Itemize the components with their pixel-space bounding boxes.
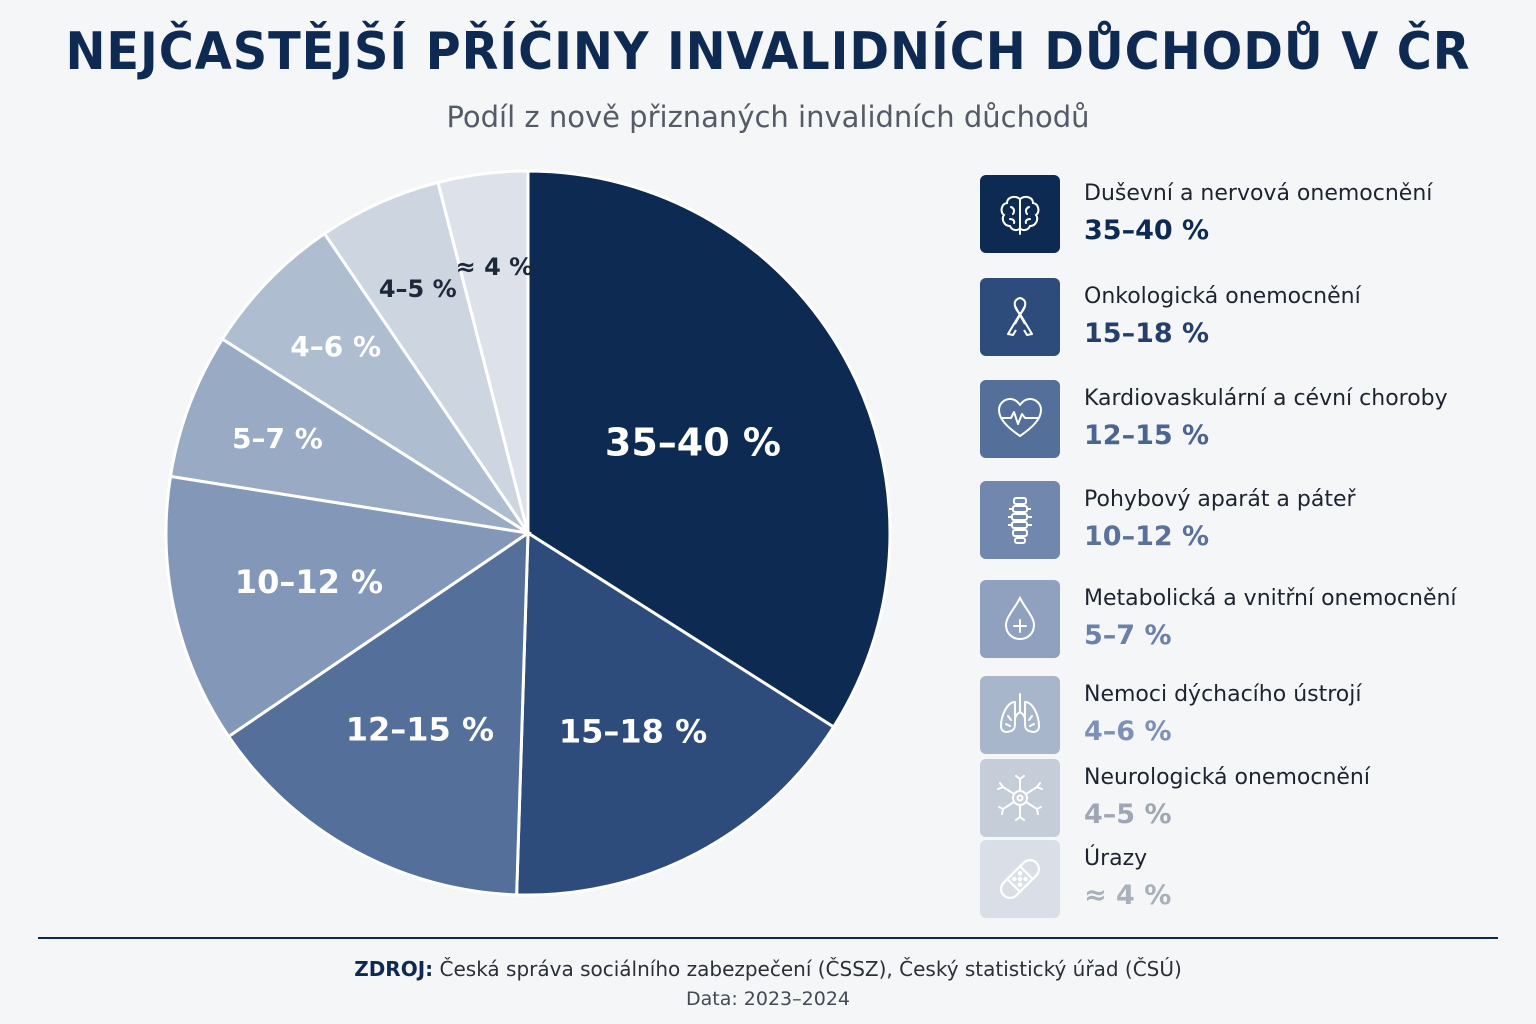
pie-slice-label: 4–5 % bbox=[379, 275, 457, 303]
pie-chart: 35–40 % 15–18 % 12–15 % 10–12 % 5–7 % 4–6 % 4–… bbox=[164, 169, 892, 897]
legend-item-urazy: Úrazy ≈ 4 % bbox=[980, 840, 1520, 920]
neuron-icon bbox=[980, 759, 1060, 837]
heart-pulse-icon bbox=[980, 380, 1060, 458]
legend-value: 35–40 % bbox=[1084, 215, 1210, 246]
data-period: Data: 2023–2024 bbox=[685, 988, 850, 1010]
legend-label: Nemoci dýchacího ústrojí bbox=[1084, 682, 1362, 707]
legend-label: Metabolická a vnitřní onemocnění bbox=[1084, 586, 1457, 611]
legend-item-pohybovy: Pohybový aparát a páteř 10–12 % bbox=[980, 481, 1520, 561]
ribbon-icon bbox=[980, 278, 1060, 356]
legend-item-kardiovaskularni: Kardiovaskulární a cévní choroby 12–15 % bbox=[980, 380, 1520, 460]
brain-icon bbox=[980, 175, 1060, 253]
pie-slice-label: ≈ 4 % bbox=[456, 253, 534, 281]
pie-slice-label: 35–40 % bbox=[605, 420, 781, 464]
legend-label: Onkologická onemocnění bbox=[1084, 284, 1361, 309]
pie-slice-label: 12–15 % bbox=[346, 711, 494, 749]
chart-title: NEJČASTĚJŠÍ PŘÍČINY INVALIDNÍCH DŮCHODŮ … bbox=[65, 22, 1471, 82]
legend-label: Duševní a nervová onemocnění bbox=[1084, 181, 1433, 206]
source-label: ZDROJ: bbox=[354, 957, 434, 981]
pie-slice-2 bbox=[515, 530, 836, 897]
source-text: Česká správa sociálního zabezpečení (ČSS… bbox=[433, 957, 1182, 981]
pie-slice-label: 5–7 % bbox=[232, 422, 323, 455]
drop-icon bbox=[980, 580, 1060, 658]
legend-item-neurologicka: Neurologická onemocnění 4–5 % bbox=[980, 759, 1520, 839]
pie-slice-8 bbox=[436, 169, 530, 534]
chart-subtitle: Podíl z nově přiznaných invalidních důch… bbox=[446, 100, 1090, 134]
pie-slice-5 bbox=[168, 336, 529, 535]
source-note: ZDROJ: Česká správa sociálního zabezpeče… bbox=[0, 957, 1536, 981]
legend-value: ≈ 4 % bbox=[1084, 880, 1172, 911]
legend-value: 5–7 % bbox=[1084, 620, 1172, 651]
lungs-icon bbox=[980, 676, 1060, 754]
pie-slice-label: 4–6 % bbox=[290, 330, 381, 363]
pie-slice-label: 10–12 % bbox=[235, 563, 383, 601]
legend-value: 4–6 % bbox=[1084, 716, 1172, 747]
legend-label: Kardiovaskulární a cévní choroby bbox=[1084, 386, 1448, 411]
legend-value: 4–5 % bbox=[1084, 799, 1172, 830]
footer-divider bbox=[38, 937, 1498, 939]
bandage-icon bbox=[980, 840, 1060, 918]
legend-value: 12–15 % bbox=[1084, 420, 1210, 451]
legend-label: Pohybový aparát a páteř bbox=[1084, 487, 1356, 512]
legend-label: Úrazy bbox=[1084, 846, 1148, 871]
legend-item-onkologicka: Onkologická onemocnění 15–18 % bbox=[980, 278, 1520, 358]
legend-label: Neurologická onemocnění bbox=[1084, 765, 1370, 790]
pie-slice-3 bbox=[226, 530, 530, 897]
legend-item-dychaci: Nemoci dýchacího ústrojí 4–6 % bbox=[980, 676, 1520, 756]
legend-value: 15–18 % bbox=[1084, 318, 1210, 349]
pie-slice-6 bbox=[220, 231, 530, 535]
pie-slice-1 bbox=[526, 169, 892, 730]
legend-item-metabolicka: Metabolická a vnitřní onemocnění 5–7 % bbox=[980, 580, 1520, 660]
pie-slice-label: 15–18 % bbox=[559, 712, 707, 750]
pie-slice-4 bbox=[164, 474, 532, 739]
legend-item-dusevni: Duševní a nervová onemocnění 35–40 % bbox=[980, 175, 1520, 255]
spine-icon bbox=[980, 481, 1060, 559]
legend-value: 10–12 % bbox=[1084, 521, 1210, 552]
